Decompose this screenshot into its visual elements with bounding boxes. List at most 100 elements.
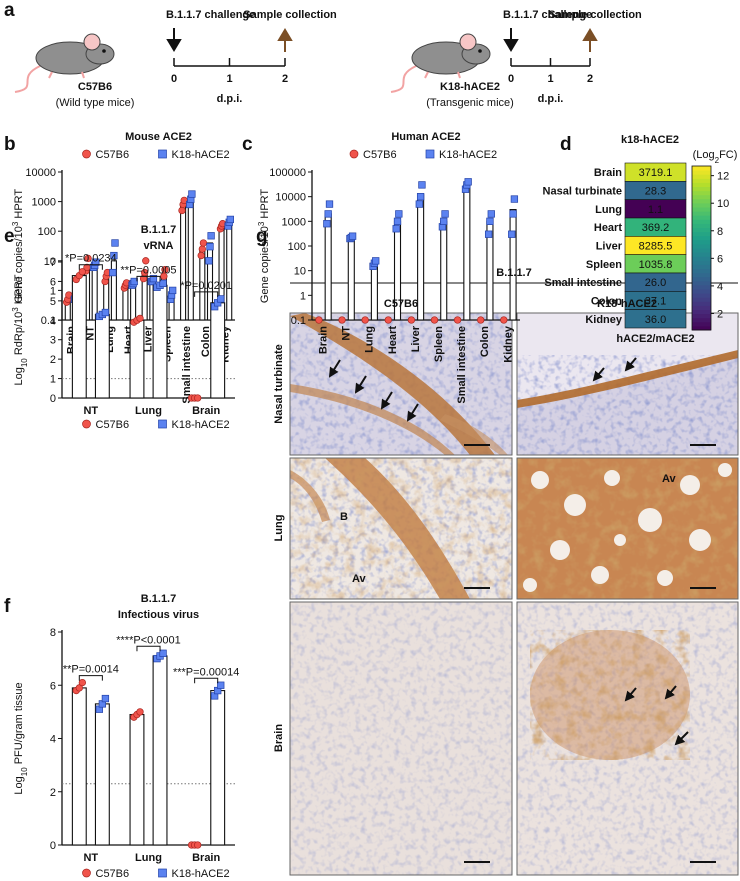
data-point xyxy=(142,257,150,265)
legend-label: K18-hACE2 xyxy=(172,868,230,880)
y-tick-label: 1000 xyxy=(32,197,56,209)
colorbar-segment xyxy=(692,289,711,294)
column-header: K18-hACE2 xyxy=(597,298,657,310)
collection-arrow xyxy=(582,28,598,52)
label-part: 3 xyxy=(257,221,266,226)
row-label: Brain xyxy=(594,167,622,179)
colorbar-segment xyxy=(692,231,711,237)
bar xyxy=(94,703,110,846)
challenge-arrow xyxy=(166,28,182,52)
bar xyxy=(226,221,233,321)
x-tick-label: NT xyxy=(83,852,98,864)
data-point xyxy=(130,277,138,286)
legend-marker xyxy=(425,149,435,159)
colorbar-frame xyxy=(691,165,712,331)
significance-bracket xyxy=(136,275,161,282)
label-part: HPRT xyxy=(259,189,271,222)
data-point xyxy=(509,210,517,218)
y-tick-label: 7 xyxy=(50,257,56,269)
y-tick-label: 2 xyxy=(50,787,56,799)
strain: C57B6 xyxy=(78,81,112,93)
bar xyxy=(417,194,425,321)
x-tick-label: Spleen xyxy=(433,326,445,362)
data-point xyxy=(325,200,334,208)
day-label: 1 xyxy=(547,73,553,85)
label-part: RdRp/10 xyxy=(13,312,25,358)
data-point xyxy=(464,178,472,186)
legend-marker xyxy=(82,868,91,878)
bar xyxy=(130,283,137,321)
row-header: Nasal turbinate xyxy=(273,344,285,423)
y-tick-label: 4 xyxy=(50,734,56,746)
x-tick-label: Colon xyxy=(479,326,491,357)
bar xyxy=(206,242,214,321)
image-label: Av xyxy=(352,573,367,585)
collection-label: Sample collection xyxy=(243,9,337,21)
data-point xyxy=(149,274,158,283)
colorbar-segment xyxy=(692,190,711,196)
colorbar-segment xyxy=(692,166,711,171)
colorbar-segment xyxy=(692,309,711,315)
significance-bracket xyxy=(78,264,103,270)
data-point xyxy=(395,210,403,218)
data-point xyxy=(136,314,144,322)
x-tick-label: Brain xyxy=(317,326,329,354)
y-tick-label: 3 xyxy=(50,335,56,347)
colorbar-segment xyxy=(692,219,711,224)
mouse-ear xyxy=(459,33,477,51)
panel-label: d xyxy=(560,134,572,155)
cell-label: 36.0 xyxy=(645,314,666,326)
label-part: 10 xyxy=(20,358,29,367)
p-value: *P=0.0201 xyxy=(180,280,232,292)
y-tick-label: 100 xyxy=(38,226,56,238)
data-point xyxy=(453,316,462,324)
day-label: 2 xyxy=(282,73,288,85)
significance-bracket xyxy=(78,675,103,681)
cell-label: 37.1 xyxy=(645,296,666,308)
challenge-label: B.1.1.7 challenge xyxy=(503,9,592,21)
colorbar-tick-label: 8 xyxy=(717,226,723,238)
image-lung-k18 xyxy=(517,458,738,599)
x-tick-label: Colon xyxy=(200,326,212,357)
y-tick-label: 100 xyxy=(288,241,306,253)
cell-label: 369.2 xyxy=(642,222,670,234)
mouse-eye xyxy=(102,49,106,53)
image-brain-c57 xyxy=(290,602,512,875)
y-tick-label: 0 xyxy=(50,393,56,405)
y-tick-label: 10 xyxy=(44,256,56,268)
legend-marker xyxy=(158,419,167,429)
panel-label: f xyxy=(4,596,11,617)
significance-bracket xyxy=(194,677,219,684)
data-point xyxy=(484,230,493,238)
mouse-icon xyxy=(390,33,491,93)
colorbar-segment xyxy=(692,194,711,200)
data-point xyxy=(226,215,234,224)
x-tick-label: NT xyxy=(85,326,97,341)
data-point xyxy=(159,649,167,657)
data-point xyxy=(78,268,86,276)
colorbar-tick-label: 2 xyxy=(717,308,723,320)
bar xyxy=(509,209,517,321)
chart-subtitle: Infectious virus xyxy=(118,609,199,621)
data-point xyxy=(430,316,439,324)
data-point xyxy=(393,217,402,225)
row-label: Kidney xyxy=(585,314,623,326)
x-tick-label: Lung xyxy=(364,326,376,353)
label-part: 2 xyxy=(715,156,720,165)
panel-label: c xyxy=(242,134,253,155)
label-part: Gene copies/10 xyxy=(259,226,271,303)
timeline-axis-label: d.p.i. xyxy=(217,93,243,105)
data-point xyxy=(197,251,205,260)
timeline-axis-label: d.p.i. xyxy=(538,93,564,105)
label-part: 3 xyxy=(11,221,20,226)
data-point xyxy=(194,841,202,849)
colorbar-segment xyxy=(692,182,711,187)
panel-title: B.1.1.7 xyxy=(496,267,531,279)
colorbar-segment xyxy=(692,321,711,327)
bar xyxy=(370,262,378,321)
y-axis-label: Log10 RdRp/103 HPRT xyxy=(11,274,29,385)
cell-label: 28.3 xyxy=(645,186,666,198)
colorbar-segment xyxy=(692,248,711,253)
chart-title: Mouse ACE2 xyxy=(125,131,192,143)
